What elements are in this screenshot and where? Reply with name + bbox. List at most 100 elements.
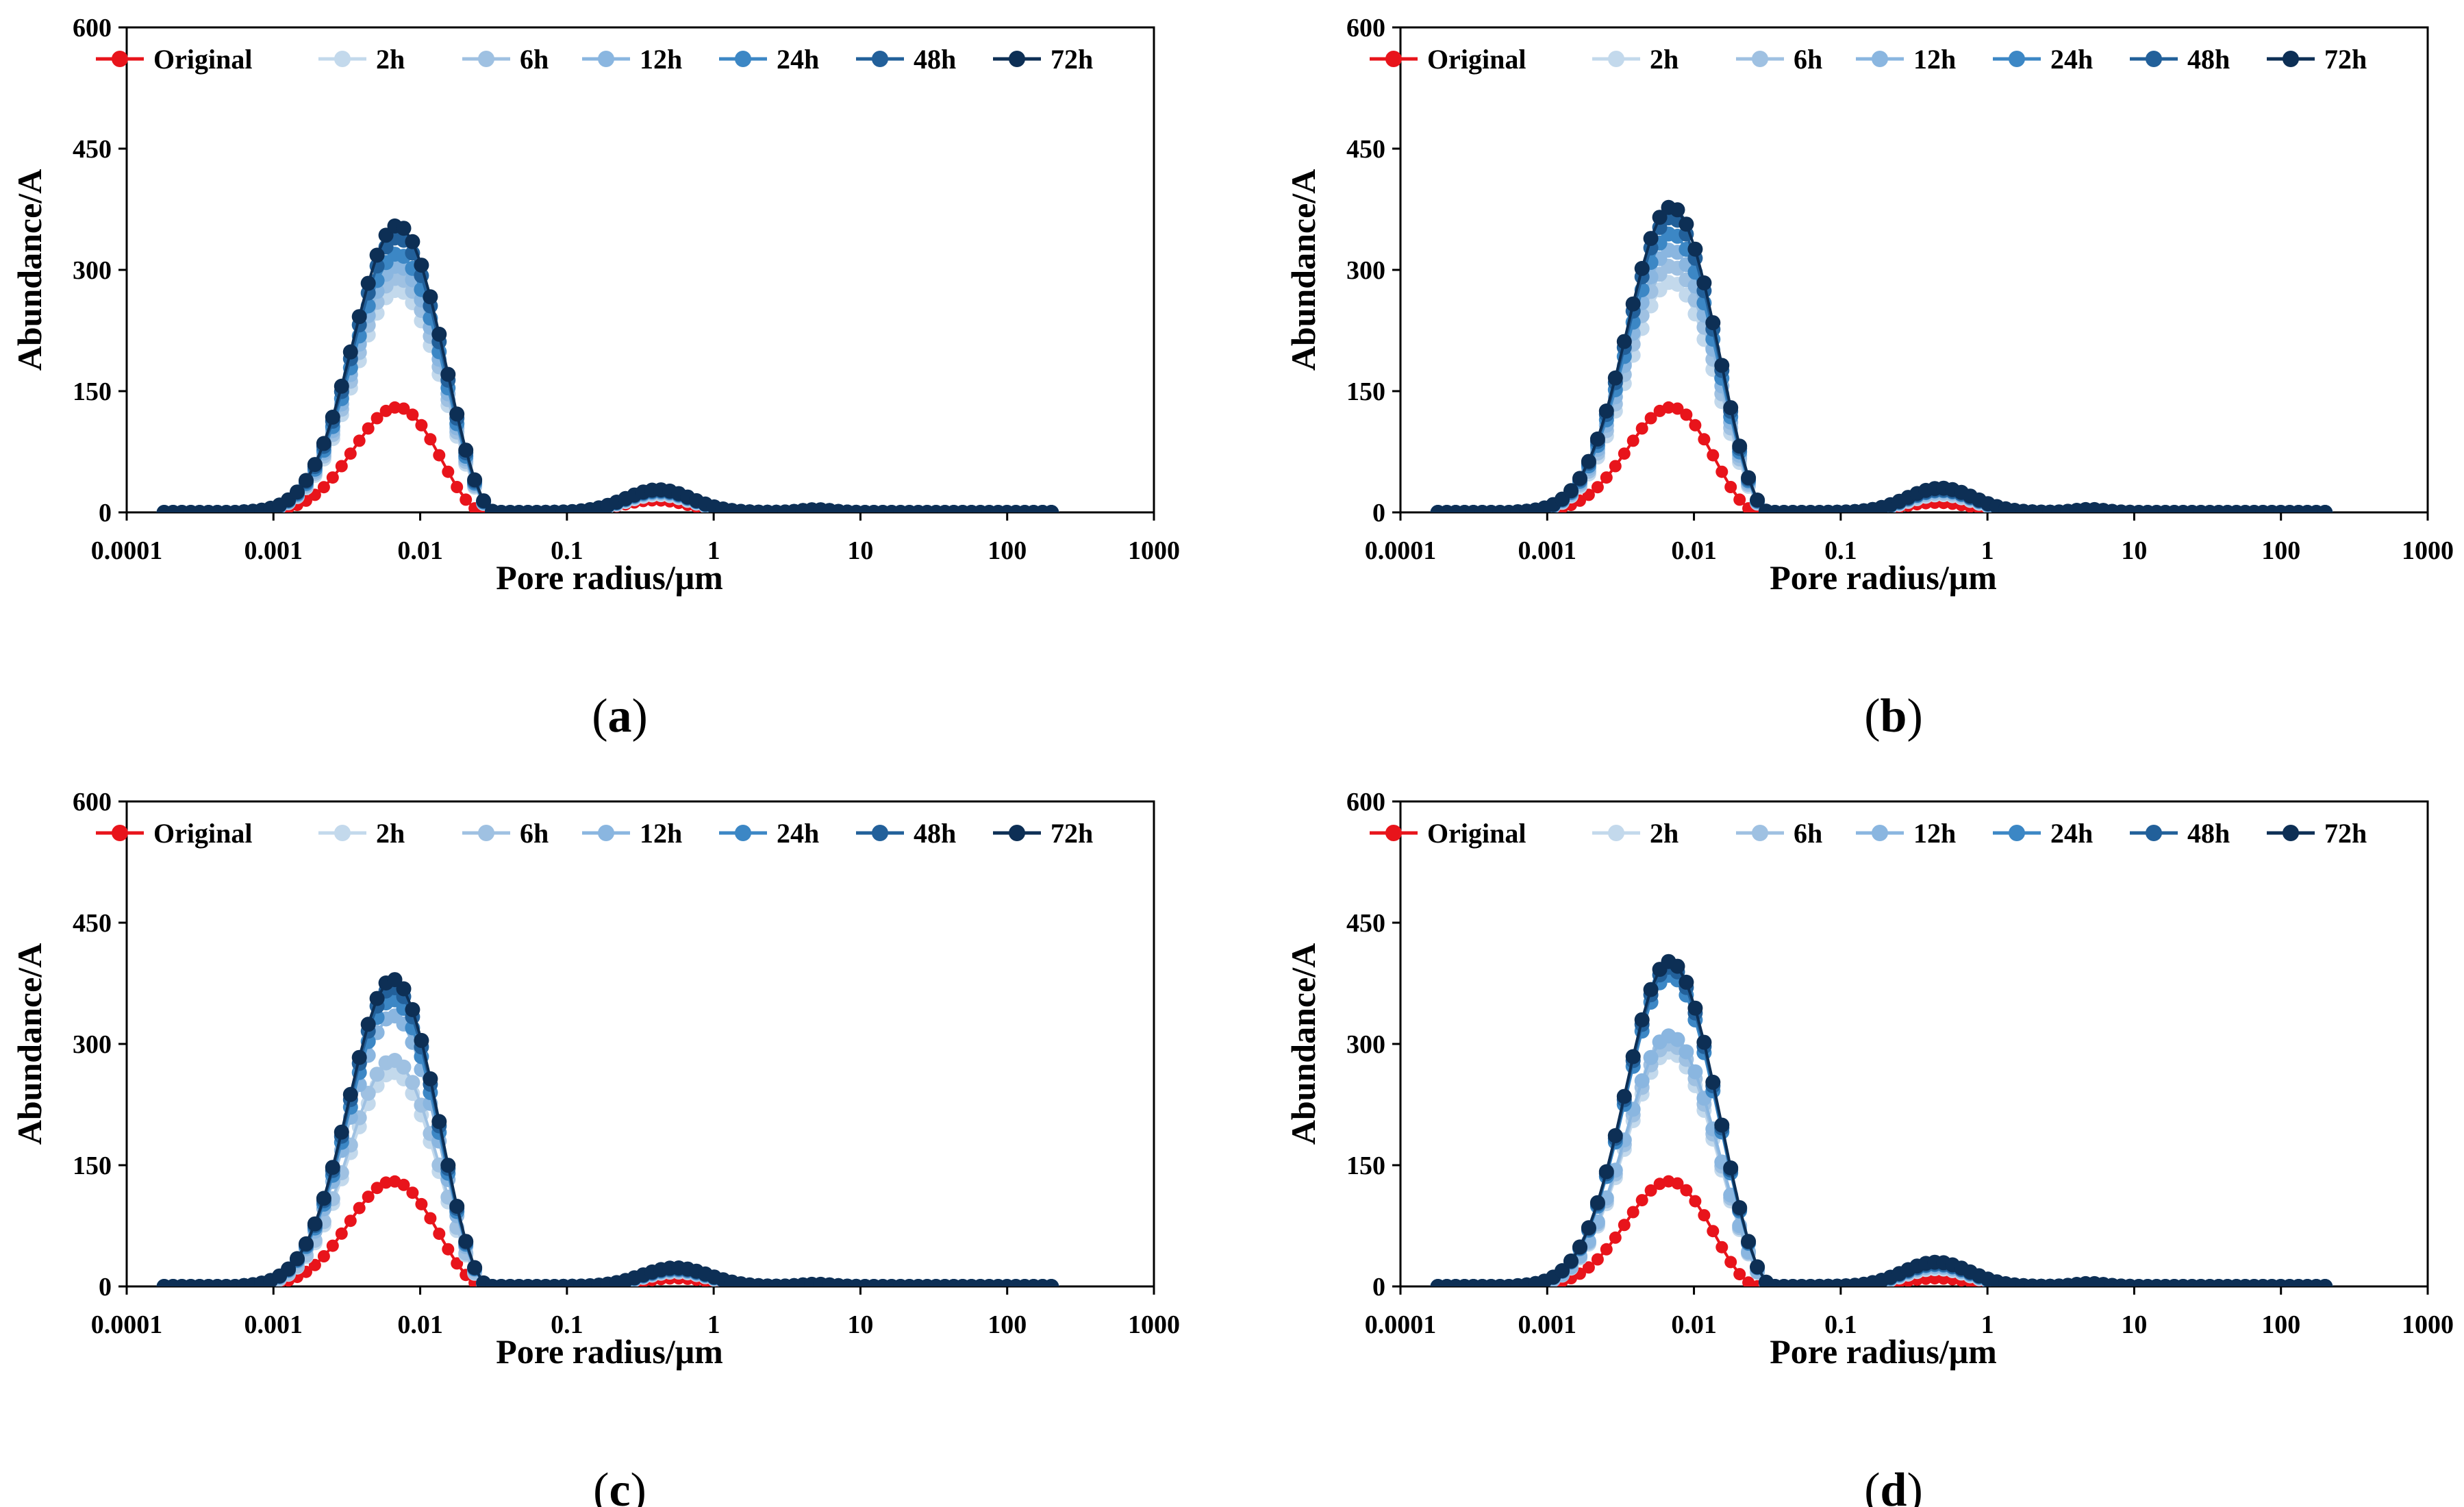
data-point — [1644, 1184, 1657, 1197]
legend-swatch-marker — [735, 825, 751, 841]
legend-swatch-marker — [2009, 51, 2025, 67]
legend-swatch-marker — [872, 825, 888, 841]
data-point — [415, 419, 428, 432]
data-point — [351, 309, 367, 325]
x-tick-label: 10 — [847, 536, 873, 565]
legend-swatch-marker — [1872, 51, 1888, 67]
y-tick-label: 450 — [73, 135, 112, 164]
panel-label-letter: a — [608, 690, 632, 743]
data-point — [431, 1114, 447, 1130]
data-point — [369, 1067, 385, 1082]
data-point — [414, 258, 429, 273]
data-point — [467, 472, 483, 488]
data-point — [1607, 1128, 1623, 1143]
x-tick-label: 0.001 — [244, 536, 303, 565]
data-point — [1563, 483, 1579, 499]
data-point — [1679, 216, 1694, 232]
x-tick-label: 0.01 — [397, 1310, 443, 1339]
data-point — [1741, 1234, 1757, 1249]
data-point — [396, 1059, 412, 1075]
x-tick-label: 10 — [2121, 536, 2147, 565]
data-point — [1679, 1044, 1694, 1060]
data-point — [449, 406, 465, 422]
data-point — [414, 1032, 429, 1048]
y-axis-title: Abundance/A — [1284, 169, 1322, 371]
data-point — [342, 1086, 358, 1102]
legend-item-48h: 48h — [2130, 44, 2230, 75]
legend-swatch-marker — [1009, 825, 1025, 841]
data-point — [344, 1215, 357, 1228]
data-point — [1671, 1177, 1684, 1190]
x-tick-label: 0.0001 — [91, 536, 163, 565]
x-tick-label: 10 — [847, 1310, 873, 1339]
x-tick-label: 0.001 — [1518, 536, 1577, 565]
data-point — [1741, 470, 1757, 486]
series-layer — [1430, 954, 2333, 1286]
x-tick-label: 0.0001 — [1365, 536, 1437, 565]
legend-item-48h: 48h — [856, 818, 956, 849]
y-tick-label: 150 — [1346, 377, 1385, 406]
data-point — [360, 1017, 376, 1032]
legend-swatch-marker — [112, 825, 128, 841]
data-point — [460, 493, 473, 506]
data-point — [1680, 408, 1693, 421]
legend-swatch-marker — [598, 51, 614, 67]
data-point — [290, 1251, 305, 1267]
y-tick-label: 600 — [1346, 14, 1385, 42]
legend-label: 12h — [640, 818, 682, 849]
data-point — [362, 422, 375, 435]
data-point — [1696, 1034, 1712, 1050]
data-point — [1582, 1261, 1595, 1274]
data-point — [281, 1261, 297, 1277]
data-point — [396, 221, 412, 236]
data-point — [1733, 493, 1746, 506]
data-point — [370, 1182, 384, 1195]
data-point — [1689, 419, 1702, 432]
x-tick-label: 1000 — [1128, 1310, 1180, 1339]
data-point — [1589, 431, 1605, 447]
data-point — [1607, 370, 1623, 386]
panel-label-letter: b — [1881, 690, 1907, 743]
data-point — [476, 493, 492, 509]
data-point — [307, 457, 323, 473]
data-point — [1582, 488, 1595, 501]
legend-item-6h: 6h — [1736, 44, 1822, 75]
data-point — [423, 289, 438, 305]
data-point — [335, 1227, 348, 1240]
data-point — [317, 481, 330, 494]
data-point — [397, 402, 410, 415]
legend-item-24h: 24h — [719, 818, 819, 849]
data-point — [405, 1001, 420, 1017]
data-point — [1705, 1074, 1721, 1090]
x-tick-label: 0.0001 — [1365, 1310, 1437, 1339]
data-point — [1714, 358, 1730, 373]
y-tick-label: 0 — [1372, 1273, 1385, 1302]
legend-label: 12h — [640, 44, 682, 75]
x-axis-title: Pore radius/μm — [1770, 1332, 1997, 1371]
legend-item-72h: 72h — [2267, 44, 2367, 75]
data-point — [1652, 210, 1668, 225]
data-point — [1618, 1219, 1631, 1232]
legend-item-6h: 6h — [462, 44, 549, 75]
data-point — [451, 1257, 464, 1270]
legend-label: 72h — [1051, 44, 1093, 75]
data-point — [1591, 1253, 1604, 1266]
legend-label: 2h — [1650, 44, 1679, 75]
data-point — [1715, 465, 1728, 478]
legend-swatch-marker — [478, 825, 494, 841]
x-tick-label: 0.001 — [244, 1310, 303, 1339]
y-tick-label: 300 — [73, 1030, 112, 1059]
legend-swatch-marker — [1752, 51, 1768, 67]
data-point — [1581, 1220, 1596, 1236]
data-point — [433, 1228, 446, 1241]
legend-swatch-marker — [1608, 51, 1624, 67]
legend-swatch-marker — [112, 51, 128, 67]
x-tick-label: 0.01 — [1671, 1310, 1717, 1339]
data-point — [344, 447, 357, 460]
data-point — [1707, 449, 1720, 462]
data-point — [1626, 434, 1639, 447]
legend-item-original: Original — [96, 818, 252, 849]
data-point — [1714, 1117, 1730, 1133]
data-point — [449, 1199, 465, 1214]
